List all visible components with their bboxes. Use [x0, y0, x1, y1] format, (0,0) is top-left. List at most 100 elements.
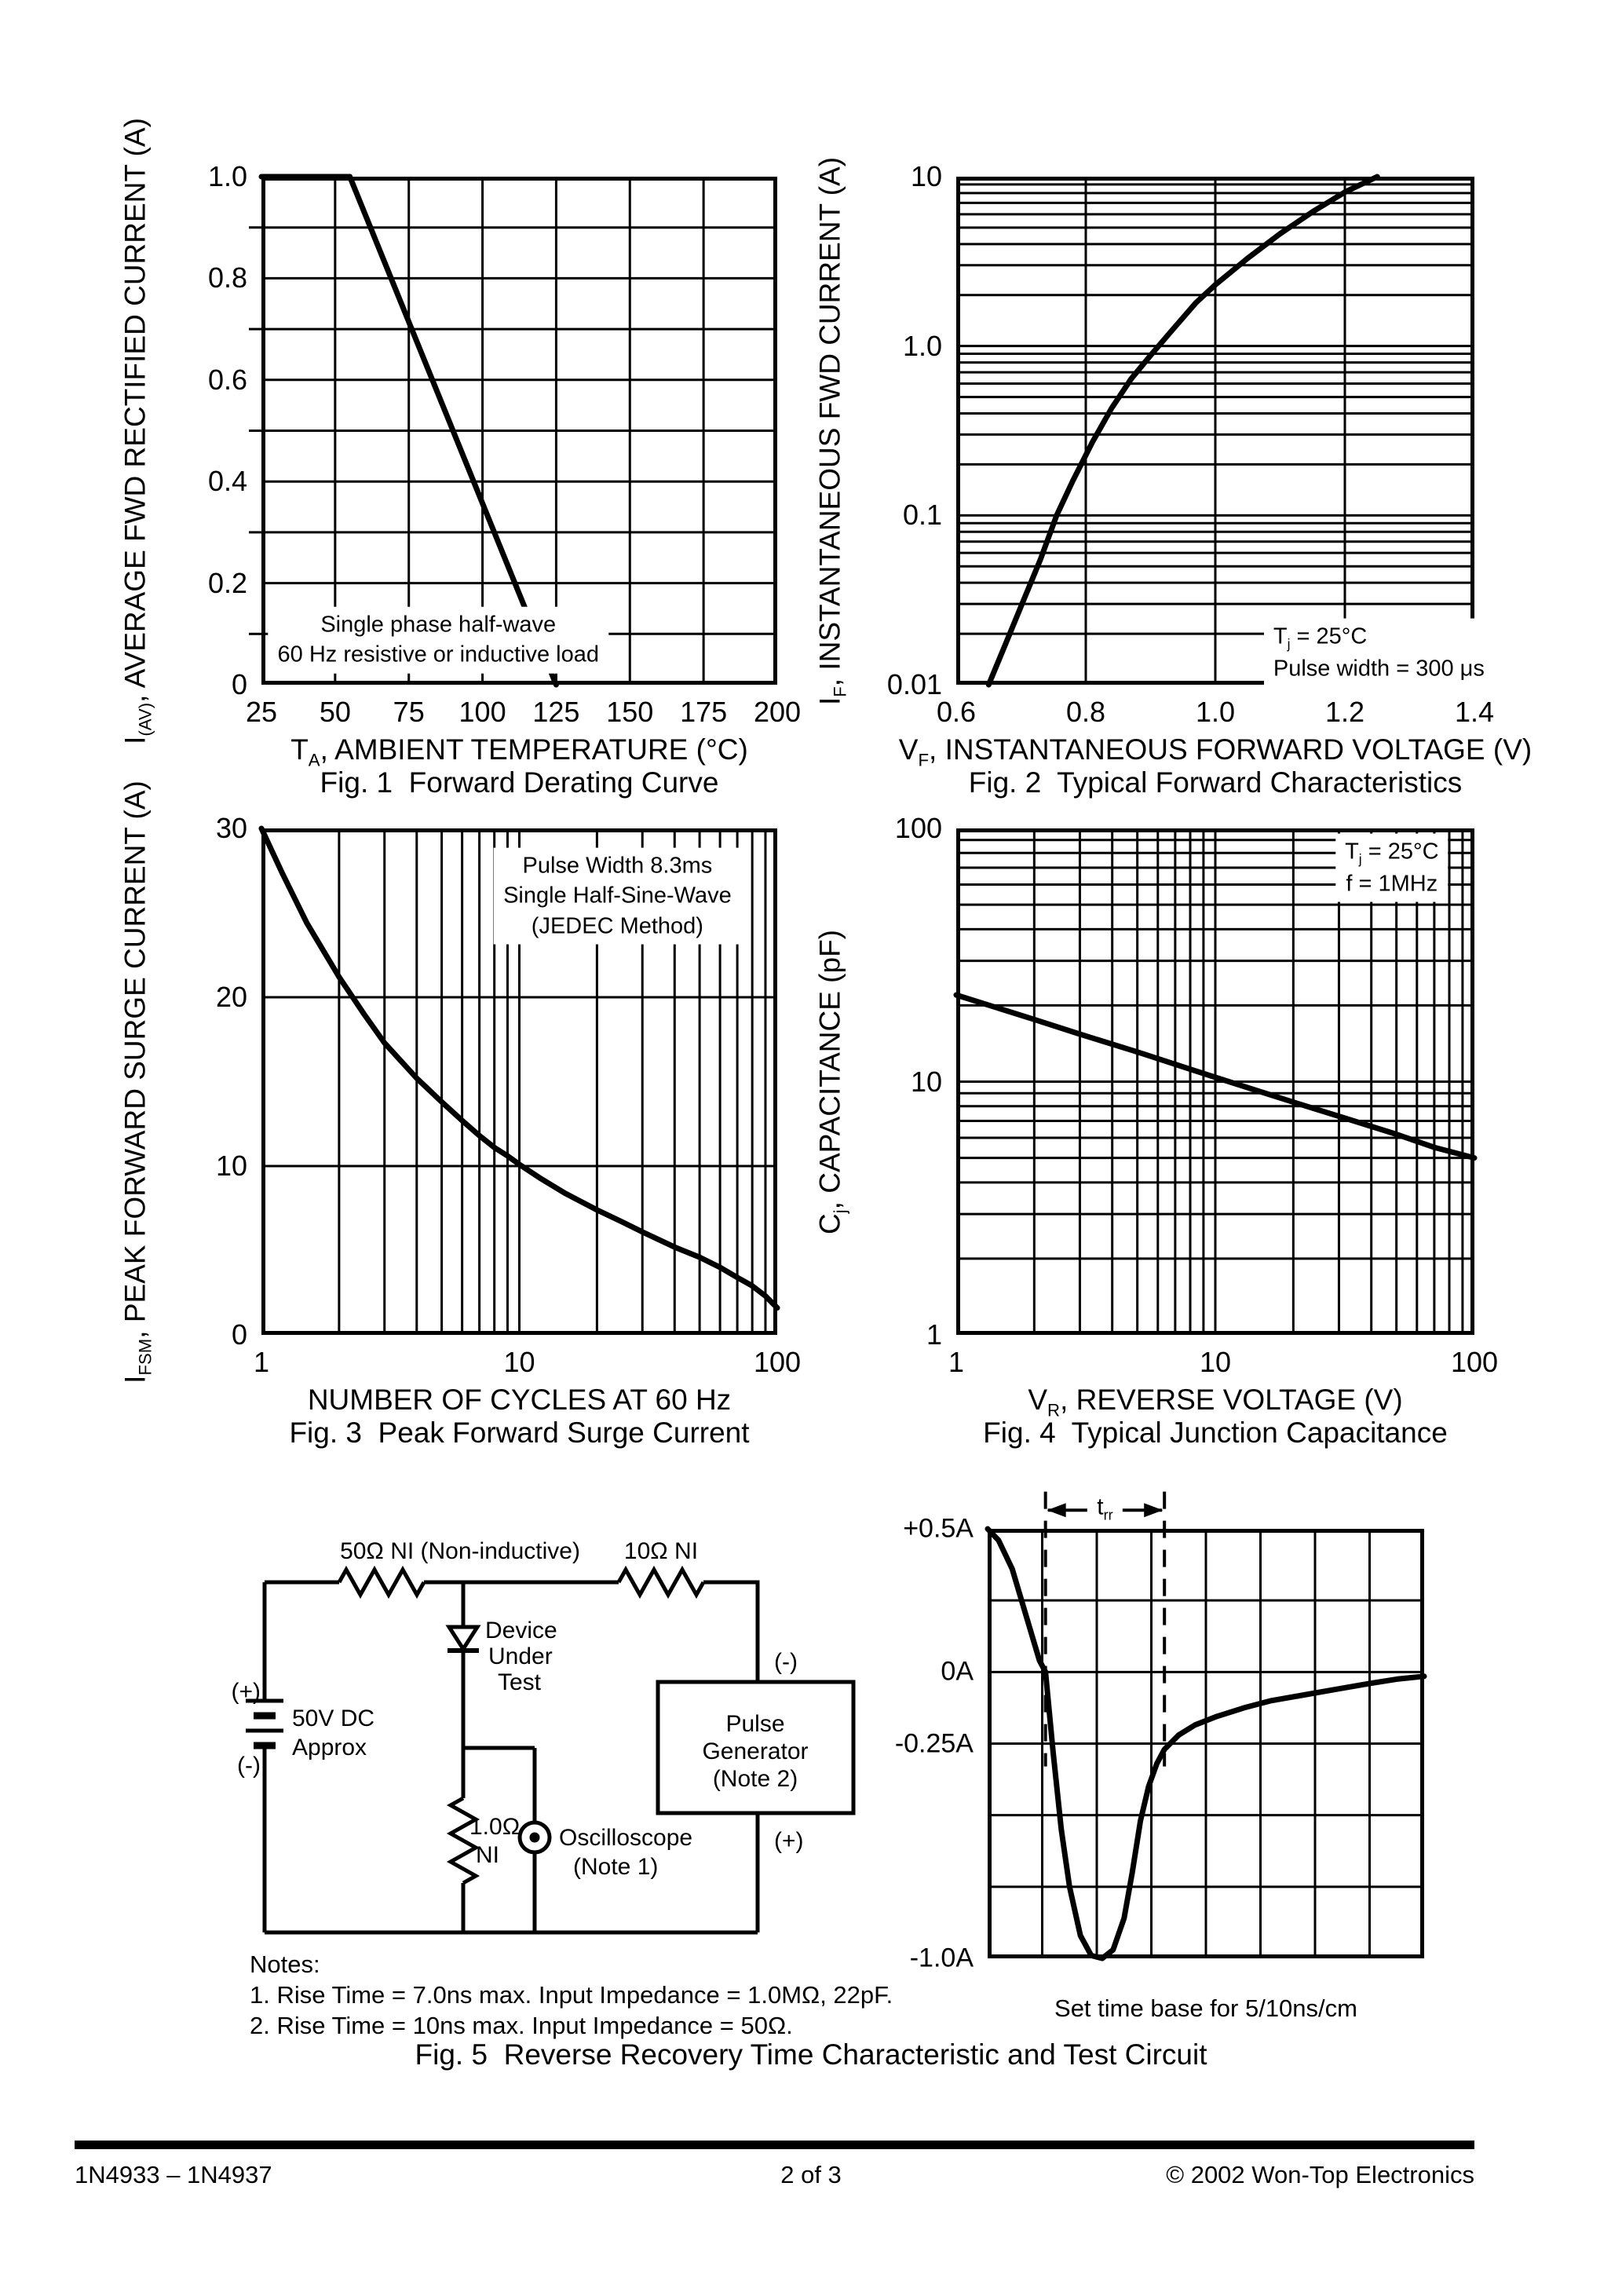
fig1-y-axis-title: I(AV), AVERAGE FWD RECTIFIED CURRENT (A) [119, 117, 155, 744]
derating-curve [258, 174, 559, 688]
fig3-y-tick-label: 20 [215, 981, 247, 1013]
pulse-generator-label-line1: Pulse [725, 1711, 784, 1737]
fig5wave-y-tick-label: +0.5A [903, 1513, 974, 1544]
battery-label-line1: 50V DC [292, 1706, 374, 1731]
figure-5-caption: Fig. 5 Reverse Recovery Time Characteris… [415, 2038, 1207, 2071]
fig1-y-tick-label: 1.0 [207, 160, 247, 192]
fig5wave-x-axis-title: Set time base for 5/10ns/cm [1054, 1994, 1357, 2022]
fig4-y-tick-label: 1 [926, 1318, 942, 1351]
fig2-x-tick-label: 1.4 [1454, 696, 1495, 728]
fig1-y-tick-label: 0.6 [207, 363, 247, 396]
fig1-x-tick-label: 125 [532, 696, 580, 728]
fig2-x-tick-label: 1.2 [1324, 696, 1365, 728]
fig2-x-tick-label: 0.6 [936, 696, 977, 728]
fig2-y-axis-title: IF, INSTANTANEOUS FWD CURRENT (A) [813, 156, 850, 705]
fig3-y-tick-label: 10 [215, 1150, 247, 1182]
fig2-x-tick-label: 0.8 [1065, 696, 1106, 728]
fig1-x-axis-title: TA, AMBIENT TEMPERATURE (°C) [290, 733, 748, 770]
fig4-x-axis-title: VR, REVERSE VOLTAGE (V) [1028, 1384, 1403, 1420]
sense-resistor-label-line1: 1.0Ω [469, 1814, 520, 1840]
reverse-recovery-waveform [985, 1526, 1427, 1961]
fig3-annotation: Pulse Width 8.3ms Single Half-Sine-Wave (J… [494, 847, 741, 945]
fig2-plot-svg [956, 174, 1474, 688]
notes-title: Notes: [250, 1951, 320, 1978]
junction-capacitance-line [953, 992, 1478, 1161]
resistor-r1-label: 50Ω NI (Non-inductive) [340, 1538, 580, 1564]
fig2-caption: Fig. 2 Typical Forward Characteristics [968, 766, 1463, 799]
pulse-minus-label: (-) [774, 1649, 798, 1675]
dut-label-line1: Device [485, 1618, 557, 1643]
footer-part-number: 1N4933 – 1N4937 [75, 2161, 272, 2188]
fig4-x-tick-label: 10 [1199, 1346, 1232, 1378]
notes-block: Notes: 1. Rise Time = 7.0ns max. Input I… [250, 1949, 893, 2041]
figure-2-chart: Tj = 25°C Pulse width = 300 μs 0.6 0.8 1.0 1.… [813, 156, 1532, 799]
trr-label: trr [1087, 1493, 1123, 1524]
note-1: 1. Rise Time = 7.0ns max. Input Impedanc… [250, 1981, 893, 2009]
pulse-generator-label-line3: (Note 2) [713, 1766, 798, 1792]
fig4-plot-svg [953, 828, 1478, 1335]
dut-label-line2: Under [488, 1643, 553, 1669]
pulse-generator-box [656, 1680, 856, 1815]
fig3-plot-svg [258, 825, 780, 1335]
fig4-y-tick-label: 10 [910, 1065, 942, 1098]
fig4-caption: Fig. 4 Typical Junction Capacitance [983, 1417, 1448, 1449]
fig1-x-tick-label: 75 [393, 696, 425, 728]
fig4-x-tick-label: 100 [1450, 1346, 1499, 1378]
footer-copyright: © 2002 Won-Top Electronics [1166, 2161, 1474, 2188]
fig2-y-tick-label: 0.1 [902, 499, 942, 532]
forward-characteristic-curve [985, 174, 1380, 688]
fig1-y-tick-label: 0.4 [207, 465, 247, 498]
surge-current-curve [258, 825, 780, 1311]
fig2-x-axis-title: VF, INSTANTANEOUS FORWARD VOLTAGE (V) [898, 733, 1532, 770]
fig1-y-tick-label: 0 [231, 668, 247, 700]
fig1-x-tick-label: 100 [458, 696, 506, 728]
fig1-x-tick-label: 200 [753, 696, 802, 728]
fig4-y-axis-title: Cj, CAPACITANCE (pF) [813, 929, 850, 1234]
pulse-generator-label-line2: Generator [702, 1738, 808, 1764]
fig3-x-tick-label: 10 [503, 1346, 535, 1378]
oscilloscope-label-line1: Oscilloscope [559, 1825, 692, 1851]
fig3-x-tick-label: 100 [753, 1346, 802, 1378]
sense-resistor-zigzag [446, 1796, 480, 1885]
resistor-r2-zigzag [616, 1565, 706, 1600]
battery-icon [246, 1698, 283, 1749]
battery-label-line2: Approx [292, 1735, 367, 1760]
fig1-x-tick-label: 175 [680, 696, 728, 728]
figure-3-chart: Pulse Width 8.3ms Single Half-Sine-Wave (J… [119, 781, 801, 1449]
circuit-wires [262, 1580, 760, 1935]
fig1-x-tick-label: 25 [245, 696, 278, 728]
fig5wave-y-tick-label: -0.25A [894, 1728, 974, 1758]
diode-icon [445, 1625, 481, 1653]
fig4-annotation: Tj = 25°C f = 1MHz [1335, 833, 1448, 902]
fig1-plot-svg [249, 174, 777, 688]
oscilloscope-icon [517, 1820, 552, 1855]
fig1-caption: Fig. 1 Forward Derating Curve [320, 766, 719, 799]
fig2-y-tick-label: 1.0 [902, 329, 942, 362]
oscilloscope-label-line2: (Note 1) [573, 1854, 658, 1880]
fig1-y-tick-label: 0.2 [207, 566, 247, 599]
footer-rule [75, 2141, 1474, 2149]
fig2-y-tick-label: 0.01 [886, 668, 942, 700]
fig2-x-tick-label: 1.0 [1195, 696, 1236, 728]
fig5wave-y-tick-label: 0A [941, 1656, 974, 1687]
fig3-y-tick-label: 30 [215, 812, 247, 844]
resistor-r2-label: 10Ω NI [624, 1538, 698, 1564]
resistor-r1-zigzag [337, 1565, 426, 1600]
fig1-x-tick-label: 150 [606, 696, 654, 728]
figure-1-chart: Single phase half-wave 60 Hz resistive or… [119, 118, 801, 799]
footer-page-number: 2 of 3 [780, 2161, 842, 2188]
fig3-y-tick-label: 0 [231, 1318, 247, 1351]
figure-5-waveform-chart: trr +0.5A 0A -0.25A -1.0A Set time base for 5… [895, 1491, 1427, 2022]
fig3-x-axis-title: NUMBER OF CYCLES AT 60 Hz [307, 1384, 732, 1416]
fig1-annotation: Single phase half-wave 60 Hz resistive or… [268, 606, 608, 674]
fig5wave-plot-svg [985, 1491, 1427, 1961]
figure-5-test-circuit: 50Ω NI (Non-inductive) 10Ω NI Device Und… [232, 1538, 856, 1935]
fig1-y-tick-label: 0.8 [207, 261, 247, 294]
pulse-plus-label: (+) [774, 1828, 804, 1854]
battery-minus-label: (-) [237, 1753, 261, 1779]
fig5wave-y-tick-label: -1.0A [909, 1943, 974, 1973]
fig1-x-tick-label: 50 [319, 696, 351, 728]
sense-resistor-label-line2: NI [476, 1842, 499, 1868]
fig2-y-tick-label: 10 [910, 160, 942, 192]
